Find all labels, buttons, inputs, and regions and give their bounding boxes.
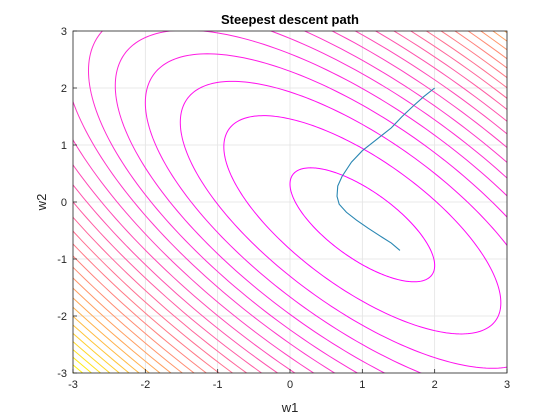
y-tick-label: 2 [61,83,67,95]
contour-line [73,31,507,373]
contour-line [87,31,507,373]
y-tick-label: -3 [57,368,67,380]
descent-path-layer [336,87,436,251]
x-tick-label: -3 [68,379,78,391]
y-tick-label: 3 [61,26,67,38]
x-tick-label: 2 [432,379,438,391]
chart-title: Steepest descent path [221,12,359,27]
y-axis-label: w2 [34,194,49,212]
x-tick-label: 1 [359,379,365,391]
contour-line [73,31,507,373]
x-tick-label: -2 [140,379,150,391]
y-tick-label: 1 [61,140,67,152]
y-tick-label: -2 [57,311,67,323]
contour-line [179,80,507,369]
contour-line [73,31,507,373]
x-tick-label: 3 [504,379,510,391]
contour-line [144,53,507,373]
x-tick-label: 0 [287,379,293,391]
descent-path-line [336,87,436,251]
y-tick-label: -1 [57,254,67,266]
contour-line [114,31,507,373]
ticks: -3 -2 -1 0 1 2 3 -3 -2 -1 0 1 2 3 [57,26,510,391]
contour-line [223,115,502,335]
contour-line [289,167,436,283]
x-axis-label: w1 [281,400,299,415]
y-tick-label: 0 [61,197,67,209]
x-tick-label: -1 [213,379,223,391]
